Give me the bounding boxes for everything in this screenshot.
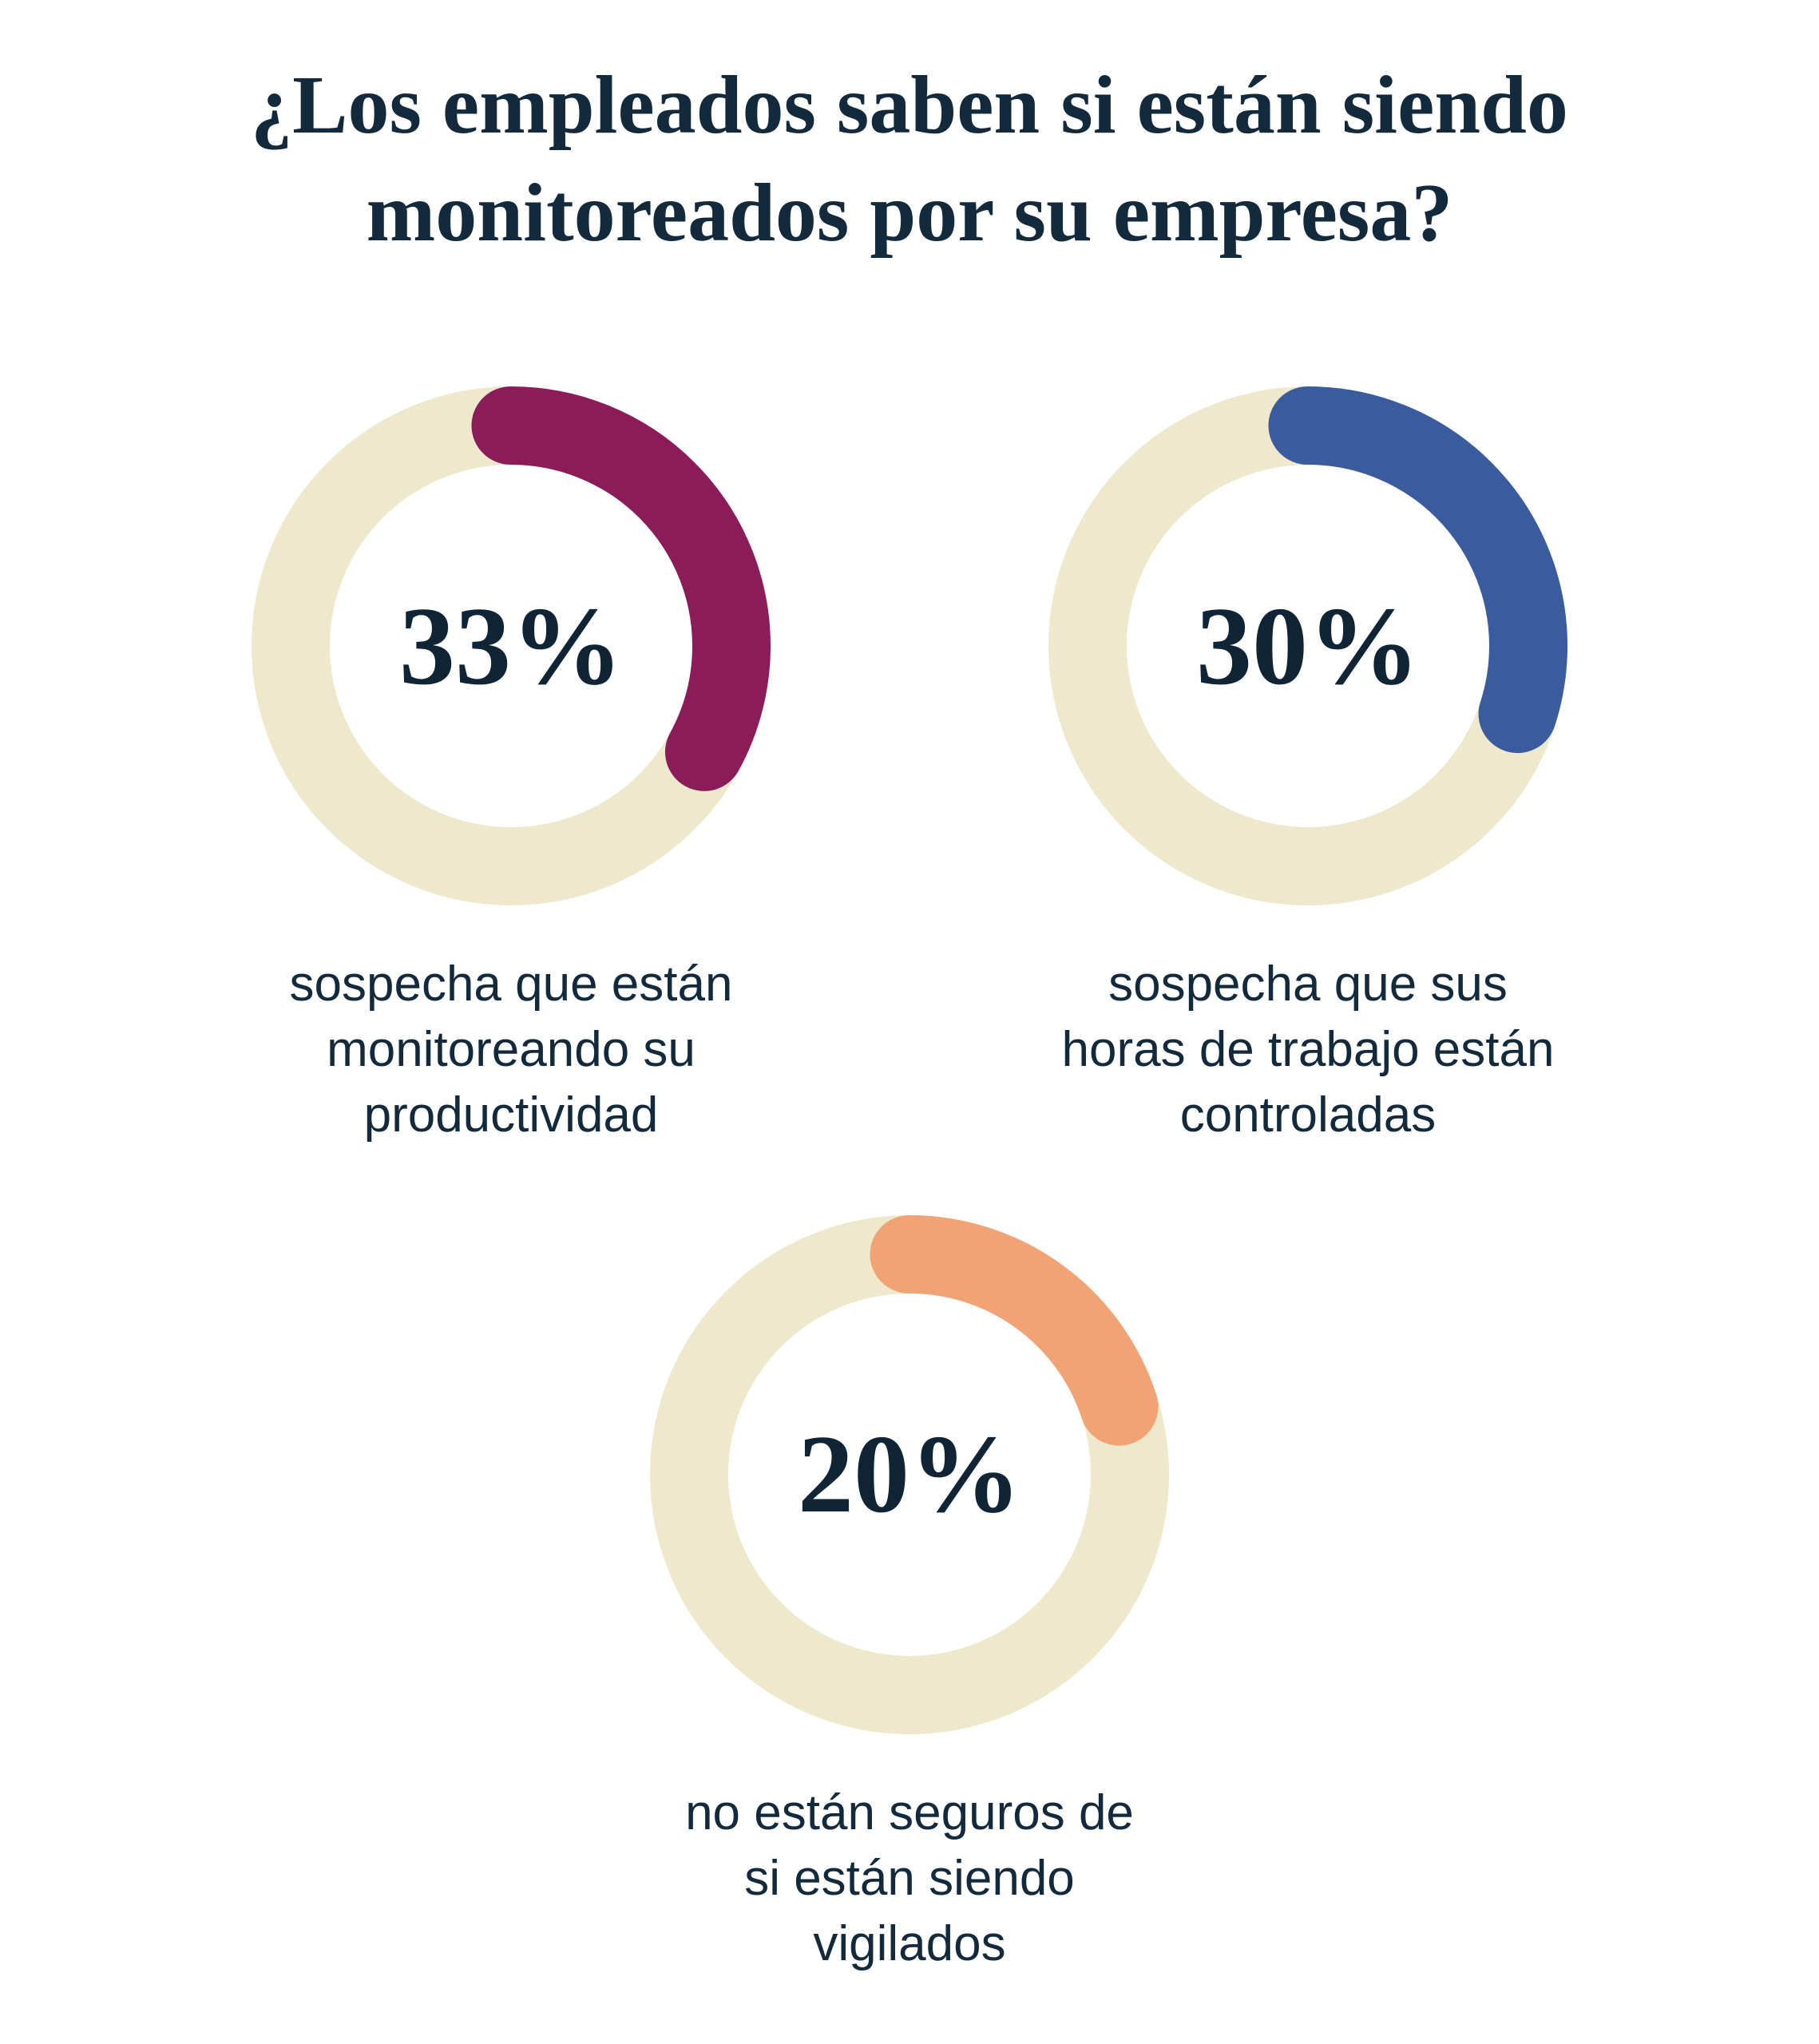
donut-chart-unsure-surveilled: 20% no están seguros de si están siendo … — [606, 1214, 1213, 1976]
donut-caption: sospecha que están monitoreando su produ… — [289, 957, 733, 1143]
donut-ring: 30% — [1048, 386, 1567, 906]
donut-caption: sospecha que sus horas de trabajo están … — [1061, 957, 1555, 1143]
donut-arc-segment — [252, 386, 771, 906]
page-title: ¿Los empleados saben si están siendo mon… — [251, 59, 1568, 259]
charts-row-bottom: 20% no están seguros de si están siendo … — [0, 1214, 1819, 1976]
donut-arc-segment — [1048, 386, 1567, 906]
donut-ring: 20% — [650, 1214, 1169, 1734]
donut-ring: 33% — [252, 386, 771, 906]
donut-chart-productivity: 33% sospecha que están monitoreando su p… — [208, 386, 814, 1147]
donut-arc-segment — [650, 1214, 1169, 1734]
donut-chart-work-hours: 30% sospecha que sus horas de trabajo es… — [1005, 386, 1611, 1147]
charts-row-top: 33% sospecha que están monitoreando su p… — [0, 386, 1819, 1147]
donut-caption: no están seguros de si están siendo vigi… — [685, 1785, 1134, 1971]
